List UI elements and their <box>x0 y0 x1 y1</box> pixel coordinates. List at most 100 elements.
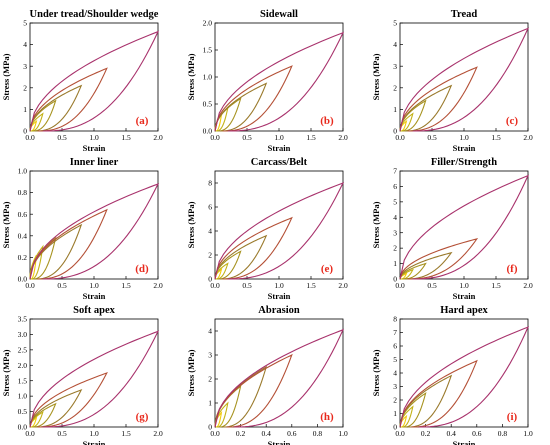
y-tick-label: 1 <box>393 259 397 268</box>
x-tick-label: 2.0 <box>153 429 163 438</box>
x-tick-label: 0.6 <box>287 429 297 438</box>
y-tick-label: 0 <box>393 423 397 432</box>
panel-6: Filler/Strength 0.0 0.5 1.0 1.5 2.0 0 1 2 3 4 5 6 7 St… <box>371 157 533 301</box>
y-tick-label: 0.4 <box>18 231 28 240</box>
y-tick-label: 1 <box>208 399 212 408</box>
y-tick-label: 5 <box>23 19 27 28</box>
hysteresis-loop-6 <box>399 174 530 280</box>
y-tick-label: 1.0 <box>203 73 213 82</box>
x-tick-label: 1.0 <box>89 281 99 290</box>
hysteresis-loop-5 <box>399 359 478 428</box>
y-tick-label: 3 <box>393 62 397 71</box>
y-tick-label: 6 <box>393 182 397 191</box>
x-tick-label: 0.5 <box>427 133 437 142</box>
x-tick-label: 1.5 <box>121 281 131 290</box>
y-axis-label: Stress (MPa) <box>1 349 11 396</box>
hysteresis-loop-2 <box>214 401 229 428</box>
hysteresis-loop-4 <box>29 223 83 280</box>
y-tick-label: 2.0 <box>203 19 213 28</box>
panel-8: Abrasion 0.0 0.2 0.4 0.6 0.8 1.0 0 1 2 3 4 Strain Str… <box>186 305 348 445</box>
hysteresis-loop-3 <box>399 99 427 132</box>
panel-label: (c) <box>506 115 519 127</box>
x-tick-label: 0.5 <box>57 281 67 290</box>
y-tick-label: 4 <box>393 213 397 222</box>
y-tick-label: 4 <box>208 327 212 336</box>
y-tick-label: 4 <box>393 369 397 378</box>
hysteresis-loop-2 <box>29 244 44 280</box>
hysteresis-loop-5 <box>214 65 293 132</box>
hysteresis-loop-4 <box>29 388 83 428</box>
panel-7: Soft apex 0.0 0.5 1.0 1.5 2.0 0.0 0.5 1.0 1.5 2.0 2… <box>1 305 163 445</box>
y-tick-label: 2 <box>393 244 397 253</box>
panel-title: Filler/Strength <box>431 157 497 168</box>
panel-3: Tread 0.0 0.5 1.0 1.5 2.0 0 1 2 3 4 5 Strain Stress (… <box>371 9 533 153</box>
y-tick-label: 3.0 <box>18 330 28 339</box>
hysteresis-loop-3 <box>214 384 242 428</box>
y-tick-label: 2 <box>208 375 212 384</box>
x-axis-label: Strain <box>453 439 476 445</box>
x-tick-label: 0.0 <box>210 133 220 142</box>
x-tick-label: 0.6 <box>472 429 482 438</box>
hysteresis-loop-6 <box>29 182 160 280</box>
hysteresis-loop-3 <box>29 402 57 428</box>
y-tick-label: 2.5 <box>18 345 28 354</box>
x-tick-label: 0.0 <box>395 429 405 438</box>
y-tick-label: 8 <box>208 179 212 188</box>
panel-title: Abrasion <box>258 305 300 316</box>
x-tick-label: 0.4 <box>262 429 272 438</box>
x-tick-label: 1.5 <box>306 281 316 290</box>
hysteresis-loop-3 <box>29 99 57 132</box>
x-tick-label: 2.0 <box>523 133 533 142</box>
x-tick-label: 2.0 <box>153 133 163 142</box>
y-tick-label: 0.8 <box>18 188 28 197</box>
panel-title: Sidewall <box>260 9 298 20</box>
hysteresis-loop-1 <box>399 414 408 428</box>
x-tick-label: 1.0 <box>274 281 284 290</box>
y-tick-label: 2 <box>393 396 397 405</box>
panel-label: (d) <box>135 263 149 275</box>
panel-1: Under tread/Shoulder wedge 0.0 0.5 1.0 1.5 2.… <box>1 9 163 153</box>
hysteresis-loop-2 <box>399 112 414 132</box>
x-axis-label: Strain <box>453 143 476 153</box>
hysteresis-loop-6 <box>399 27 530 132</box>
y-tick-label: 0 <box>23 127 27 136</box>
y-tick-label: 0.0 <box>18 275 28 284</box>
panel-9: Hard apex 0.0 0.2 0.4 0.6 0.8 1.0 0 1 2 3 4 5 6 7 8 Stra… <box>371 305 533 445</box>
panel-2: Sidewall 0.0 0.5 1.0 1.5 2.0 0.0 0.5 1.0 1.5 2.0 St… <box>186 9 348 153</box>
plot-frame <box>214 318 344 428</box>
hysteresis-loop-6 <box>29 30 160 132</box>
x-tick-label: 1.0 <box>89 133 99 142</box>
x-tick-label: 0.0 <box>25 133 35 142</box>
hysteresis-loop-6 <box>214 31 345 132</box>
x-tick-label: 2.0 <box>338 133 348 142</box>
x-tick-label: 0.8 <box>498 429 508 438</box>
x-tick-label: 0.0 <box>25 429 35 438</box>
y-tick-label: 3 <box>393 228 397 237</box>
y-tick-label: 6 <box>393 342 397 351</box>
y-tick-label: 0.0 <box>18 423 28 432</box>
hysteresis-loop-5 <box>399 237 479 280</box>
y-axis-label: Stress (MPa) <box>1 53 11 100</box>
y-tick-label: 1 <box>393 105 397 114</box>
hysteresis-loop-2 <box>214 106 229 132</box>
y-tick-label: 7 <box>393 328 397 337</box>
panel-label: (e) <box>321 263 334 275</box>
hysteresis-loop-6 <box>214 181 345 280</box>
y-axis-label: Stress (MPa) <box>371 349 381 396</box>
y-tick-label: 8 <box>393 315 397 324</box>
y-tick-label: 3.5 <box>18 315 28 324</box>
y-axis-label: Stress (MPa) <box>186 201 196 248</box>
y-tick-label: 7 <box>393 167 397 176</box>
y-tick-label: 0 <box>393 127 397 136</box>
hysteresis-loop-6 <box>399 326 530 428</box>
hysteresis-loop-2 <box>29 410 44 428</box>
x-tick-label: 0.5 <box>427 281 437 290</box>
panel-title: Soft apex <box>73 305 115 316</box>
x-tick-label: 0.0 <box>25 281 35 290</box>
hysteresis-loop-5 <box>214 353 293 428</box>
y-axis-label: Stress (MPa) <box>371 201 381 248</box>
x-tick-label: 1.0 <box>89 429 99 438</box>
x-tick-label: 1.0 <box>459 281 469 290</box>
x-tick-label: 0.0 <box>210 281 220 290</box>
